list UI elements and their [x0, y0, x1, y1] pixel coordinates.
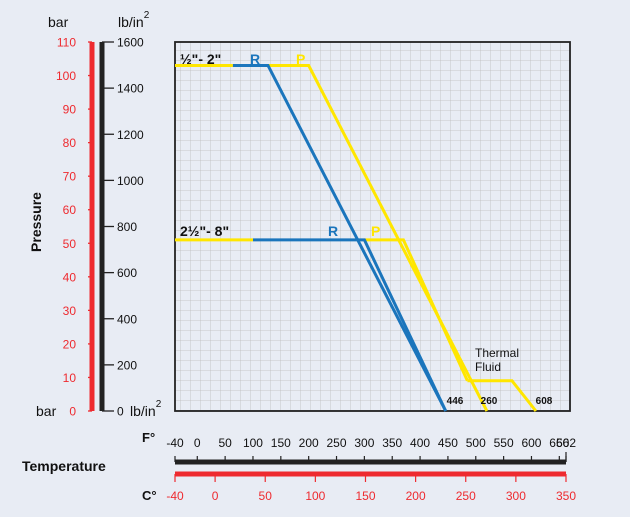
- r-label-small: R: [250, 51, 260, 67]
- bar-tick-label: 30: [63, 304, 77, 318]
- left-axes: bar lb/in2 bar lb/in2 Pressure 010203040…: [28, 10, 162, 419]
- celsius-tick-label: 100: [305, 489, 325, 503]
- r-label-large: R: [328, 223, 338, 239]
- fahrenheit-tick-label: 150: [271, 436, 291, 450]
- bar-unit-top: bar: [48, 14, 69, 30]
- size-large-label: 2½"- 8": [180, 223, 229, 239]
- fahrenheit-tick-label: 650: [549, 436, 569, 450]
- end-label-260: 260: [481, 396, 498, 407]
- bar-tick-label: 60: [63, 203, 77, 217]
- fahrenheit-tick-label: 300: [354, 436, 374, 450]
- celsius-tick-label: 0: [212, 489, 219, 503]
- series-line-large_R: [253, 238, 448, 412]
- celsius-tick-label: 300: [506, 489, 526, 503]
- psi-tick-label: 600: [117, 266, 137, 280]
- psi-unit-top-sup: 2: [144, 10, 150, 21]
- bar-tick-label: 0: [69, 405, 76, 419]
- temperature-label: Temperature: [22, 458, 106, 474]
- bar-tick-label: 80: [63, 136, 77, 150]
- psi-unit-top-text: lb/in: [118, 14, 144, 30]
- series-line-large_P2: [364, 238, 469, 382]
- p-label-large: P: [371, 223, 380, 239]
- fahrenheit-tick-label: 0: [194, 436, 201, 450]
- series-line-small_R: [232, 64, 448, 412]
- fahrenheit-tick-label: 350: [382, 436, 402, 450]
- p-label-small: P: [296, 51, 305, 67]
- fahrenheit-tick-label: 250: [327, 436, 347, 450]
- series-line-thermal: [467, 379, 538, 412]
- celsius-tick-label: -40: [166, 489, 184, 503]
- fahrenheit-tick-label: 600: [521, 436, 541, 450]
- end-label-608: 608: [536, 396, 553, 407]
- bar-tick-label: 40: [63, 270, 77, 284]
- fahrenheit-tick-label: 200: [299, 436, 319, 450]
- psi-unit-bottom: lb/in2: [130, 399, 162, 419]
- celsius-tick-label: 350: [556, 489, 576, 503]
- psi-tick-label: 1400: [117, 82, 144, 96]
- celsius-tick-label: 150: [355, 489, 375, 503]
- bottom-axes: Temperature F° C° -40 0 50 100 150 200 250 300 3…: [22, 430, 576, 503]
- celsius-tick-label: 250: [456, 489, 476, 503]
- psi-unit-bottom-sup: 2: [156, 399, 162, 410]
- fahrenheit-tick-label: 100: [243, 436, 263, 450]
- bar-unit-bottom: bar: [36, 403, 57, 419]
- bar-tick-label: 20: [63, 337, 77, 351]
- bar-tick-label: 70: [63, 170, 77, 184]
- fahrenheit-tick-label: 50: [218, 436, 232, 450]
- bar-tick-label: 10: [63, 371, 77, 385]
- pressure-label: Pressure: [28, 192, 44, 252]
- celsius-tick-label: 200: [406, 489, 426, 503]
- psi-tick-label: 400: [117, 312, 137, 326]
- thermal-fluid-line1: Thermal: [475, 346, 519, 360]
- bar-tick-label: 110: [57, 36, 76, 50]
- psi-tick-label: 800: [117, 220, 137, 234]
- fahrenheit-tick-label: 500: [466, 436, 486, 450]
- fahrenheit-unit: F°: [142, 430, 155, 445]
- bar-tick-label: 50: [63, 237, 77, 251]
- end-label-446: 446: [447, 396, 464, 407]
- psi-unit-bottom-text: lb/in: [130, 403, 156, 419]
- bar-tick-label: 90: [63, 103, 77, 117]
- size-small-label: ½"- 2": [180, 51, 221, 67]
- fahrenheit-tick-label: 662: [556, 436, 576, 450]
- fahrenheit-tick-label: 400: [410, 436, 430, 450]
- bar-tick-label: 100: [56, 69, 76, 83]
- series-layer: [175, 64, 538, 412]
- thermal-fluid-line2: Fluid: [475, 360, 501, 374]
- psi-unit-top: lb/in2: [118, 10, 150, 30]
- psi-tick-label: 0: [117, 405, 124, 419]
- psi-tick-label: 1600: [117, 36, 144, 50]
- psi-tick-label: 200: [117, 358, 137, 372]
- celsius-tick-label: 50: [259, 489, 273, 503]
- fahrenheit-tick-label: -40: [166, 436, 184, 450]
- fahrenheit-tick-label: 450: [438, 436, 458, 450]
- plot-area: [174, 41, 571, 412]
- psi-tick-label: 1200: [117, 128, 144, 142]
- fahrenheit-tick-label: 550: [494, 436, 514, 450]
- psi-tick-label: 1000: [117, 174, 144, 188]
- celsius-unit: C°: [142, 488, 157, 503]
- annotations: ½"- 2" R P 2½"- 8" R P Thermal Fluid 446…: [180, 51, 553, 407]
